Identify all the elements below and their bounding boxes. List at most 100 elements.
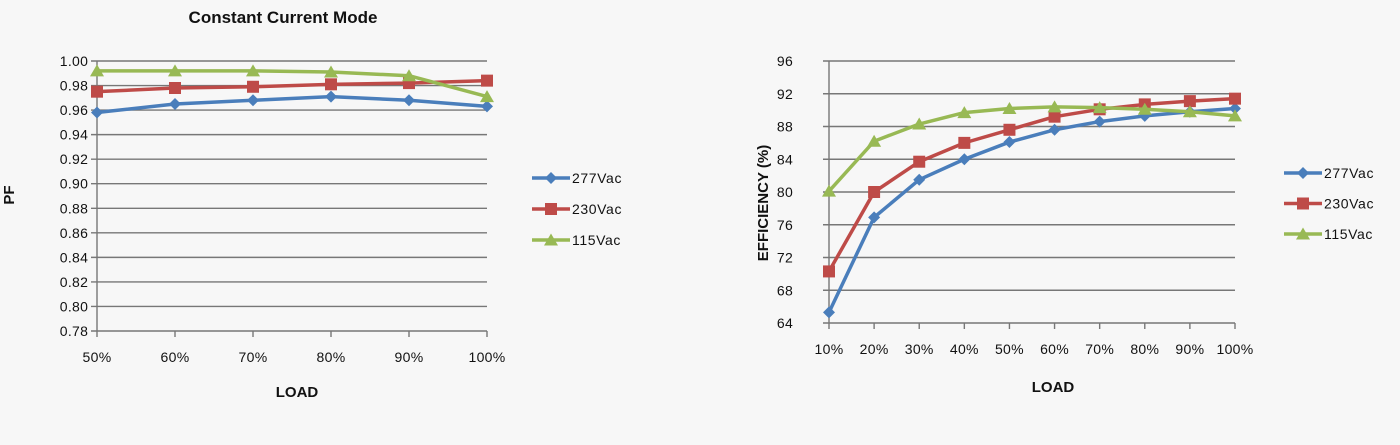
y-tick-label: 0.94 [60, 127, 88, 143]
series-line-115vac [97, 69, 488, 99]
x-tick-label: 40% [950, 341, 979, 357]
efficiency-chart: EFFICIENCY (%) LOAD 64 68 72 76 80 84 88 92 96 1… [755, 53, 1374, 396]
x-tick-label: 100% [1216, 341, 1253, 357]
x-tick-label: 90% [1175, 341, 1204, 357]
y-tick-label: 68 [777, 282, 793, 298]
pf-chart: Constant Current Mode PF LOAD 0.780.800.… [1, 8, 622, 401]
x-tick-label: 10% [815, 341, 844, 357]
legend-marker [1297, 197, 1309, 210]
data-point-115vac [912, 117, 927, 130]
chart-title: Constant Current Mode [189, 8, 378, 27]
data-point-230vac [1048, 110, 1061, 123]
data-point-277vac [1048, 123, 1061, 136]
data-point-277vac [868, 211, 881, 224]
data-point-115vac [1092, 101, 1107, 114]
data-point-277vac [913, 173, 926, 186]
legend-marker [1297, 167, 1309, 179]
y-tick-label: 80 [777, 184, 793, 200]
data-point-230vac [868, 186, 881, 198]
x-tick-label: 60% [161, 349, 190, 365]
x-tick-label: 50% [995, 341, 1024, 357]
data-point-277vac [169, 97, 181, 110]
data-point-277vac [403, 94, 415, 107]
x-tick-label: 60% [1040, 341, 1069, 357]
series-group [90, 64, 494, 119]
data-point-230vac [247, 80, 259, 93]
y-tick-label: 0.86 [60, 225, 88, 241]
y-tick-label: 92 [777, 86, 793, 102]
data-point-230vac [958, 136, 971, 149]
data-point-230vac [169, 82, 181, 94]
data-point-115vac [1228, 109, 1242, 122]
x-axis-title: LOAD [276, 384, 319, 401]
legend-marker [544, 233, 558, 246]
x-tick-label: 100% [468, 349, 505, 365]
series-line-230vac [96, 78, 488, 94]
data-point-115vac [867, 134, 882, 147]
gridlines [823, 60, 1235, 324]
x-tick-label: 80% [1130, 341, 1159, 357]
x-tick-label: 70% [239, 349, 268, 365]
series-line-230vac [827, 96, 1236, 273]
y-tick-label: 76 [777, 217, 793, 233]
data-point-277vac [1003, 136, 1016, 149]
y-tick-label: 0.82 [60, 274, 88, 290]
series-line-277vac [96, 94, 488, 115]
legend-item-115vac: 115Vac [532, 232, 620, 248]
data-point-277vac [91, 106, 103, 119]
data-point-230vac [325, 78, 337, 91]
data-point-115vac [822, 184, 836, 197]
y-axis-ticks: 64 68 72 76 80 84 88 92 96 [777, 53, 793, 331]
data-point-115vac [168, 64, 182, 77]
legend-item-277vac: 277Vac [532, 170, 622, 186]
legend-label: 277Vac [572, 170, 622, 186]
series-group [822, 92, 1242, 319]
y-axis-title: EFFICIENCY (%) [755, 145, 772, 261]
x-tick-label: 50% [83, 349, 112, 365]
y-tick-label: 0.90 [60, 176, 88, 192]
legend-label: 277Vac [1324, 165, 1374, 181]
y-tick-label: 1.00 [60, 53, 88, 69]
legend-label: 230Vac [1324, 196, 1374, 212]
y-tick-label: 0.92 [60, 151, 88, 167]
x-tick-label: 80% [317, 349, 346, 365]
y-tick-label: 72 [777, 250, 793, 266]
legend-label: 230Vac [572, 201, 622, 217]
data-point-230vac [1003, 123, 1016, 136]
data-point-230vac [481, 74, 493, 87]
y-tick-label: 0.84 [60, 249, 88, 265]
series-line-115vac [827, 105, 1236, 193]
data-point-277vac [1093, 115, 1106, 128]
legend-marker [545, 172, 557, 184]
x-tick-label: 70% [1085, 341, 1114, 357]
data-point-230vac [823, 265, 835, 278]
x-axis-title: LOAD [1032, 379, 1075, 396]
data-point-115vac [90, 64, 104, 77]
y-tick-label: 88 [777, 119, 793, 135]
data-point-230vac [1229, 92, 1241, 105]
data-point-115vac [1182, 105, 1197, 118]
data-point-115vac [246, 64, 260, 77]
legend-item-277vac: 277Vac [1284, 165, 1374, 181]
x-axis-ticks: 10% 20% 30% 40% 50% 60% 70% 80% 90% 100% [815, 323, 1253, 357]
y-tick-label: 0.78 [60, 323, 88, 339]
y-tick-label: 64 [777, 315, 793, 331]
data-point-115vac [402, 69, 416, 82]
legend: 277Vac 230Vac 115Vac [1284, 165, 1374, 242]
y-tick-label: 0.98 [60, 78, 88, 94]
y-tick-label: 0.88 [60, 200, 88, 216]
data-point-230vac [913, 155, 926, 168]
data-point-277vac [958, 153, 971, 166]
legend-label: 115Vac [1324, 226, 1373, 242]
data-point-230vac [1183, 95, 1196, 108]
data-point-277vac [325, 90, 337, 103]
x-tick-label: 20% [860, 341, 889, 357]
x-tick-label: 30% [905, 341, 934, 357]
data-point-277vac [247, 94, 259, 107]
data-point-115vac [957, 106, 972, 119]
data-point-115vac [1002, 101, 1017, 114]
legend-item-115vac: 115Vac [1284, 226, 1373, 242]
y-tick-label: 0.96 [60, 102, 88, 118]
y-tick-label: 0.80 [60, 298, 88, 314]
